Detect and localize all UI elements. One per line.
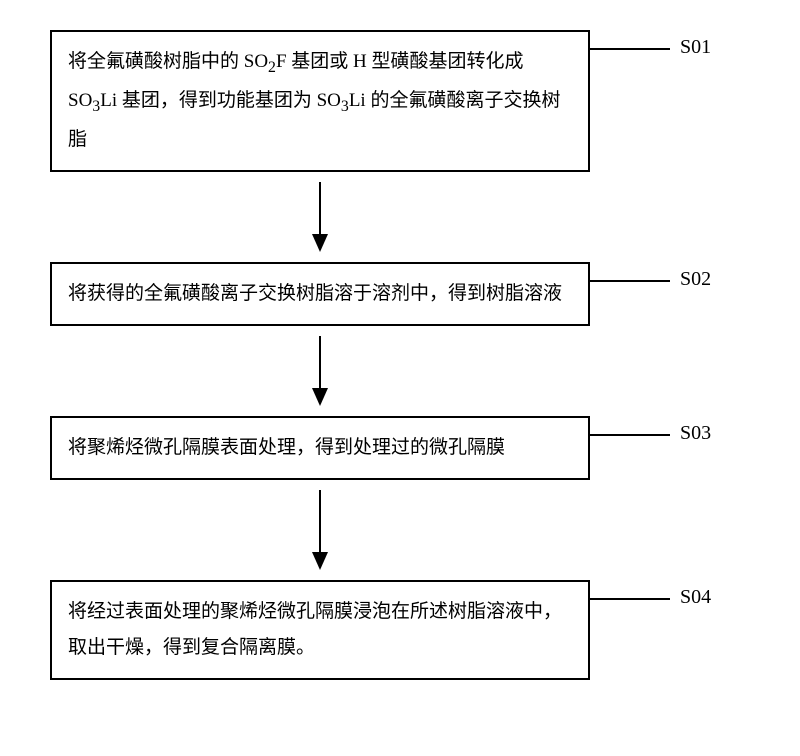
label-connector xyxy=(590,598,670,600)
flow-arrow xyxy=(50,326,590,416)
label-connector xyxy=(590,48,670,50)
step-box-4: 将经过表面处理的聚烯烃微孔隔膜浸泡在所述树脂溶液中，取出干燥，得到复合隔离膜。 xyxy=(50,580,590,680)
flow-step: 将全氟磺酸树脂中的 SO2F 基团或 H 型磺酸基团转化成 SO3Li 基团，得… xyxy=(50,30,750,172)
step-box-2: 将获得的全氟磺酸离子交换树脂溶于溶剂中，得到树脂溶液 xyxy=(50,262,590,326)
arrow-down-icon xyxy=(305,490,335,570)
flow-step: 将经过表面处理的聚烯烃微孔隔膜浸泡在所述树脂溶液中，取出干燥，得到复合隔离膜。 … xyxy=(50,580,750,680)
arrow-down-icon xyxy=(305,182,335,252)
flowchart: 将全氟磺酸树脂中的 SO2F 基团或 H 型磺酸基团转化成 SO3Li 基团，得… xyxy=(50,30,750,680)
step-label: S02 xyxy=(680,268,711,291)
flow-step: 将获得的全氟磺酸离子交换树脂溶于溶剂中，得到树脂溶液 S02 xyxy=(50,262,750,326)
step-label: S01 xyxy=(680,36,711,59)
label-connector xyxy=(590,280,670,282)
step-box-3: 将聚烯烃微孔隔膜表面处理，得到处理过的微孔隔膜 xyxy=(50,416,590,480)
step-label: S03 xyxy=(680,422,711,445)
step-label: S04 xyxy=(680,586,711,609)
flow-arrow xyxy=(50,480,590,580)
flow-step: 将聚烯烃微孔隔膜表面处理，得到处理过的微孔隔膜 S03 xyxy=(50,416,750,480)
arrow-down-icon xyxy=(305,336,335,406)
label-connector xyxy=(590,434,670,436)
step-box-1: 将全氟磺酸树脂中的 SO2F 基团或 H 型磺酸基团转化成 SO3Li 基团，得… xyxy=(50,30,590,172)
flow-arrow xyxy=(50,172,590,262)
